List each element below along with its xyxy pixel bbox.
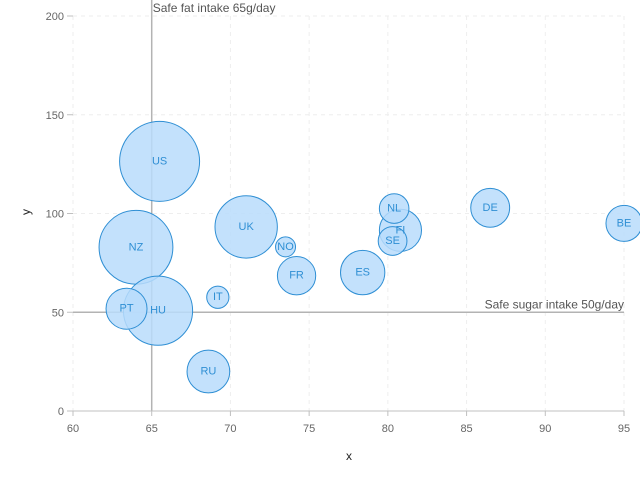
bubble-uk bbox=[214, 195, 278, 259]
x-tick-label: 65 bbox=[146, 423, 158, 435]
bubble-label-pt: PT bbox=[119, 303, 133, 315]
bubble-label-nl: NL bbox=[387, 203, 401, 215]
x-tick-label: 70 bbox=[224, 423, 236, 435]
x-tick-label: 90 bbox=[539, 423, 551, 435]
bubble-it bbox=[206, 285, 230, 309]
bubble-label-se: SE bbox=[385, 235, 400, 247]
x-tick-label: 80 bbox=[382, 423, 394, 435]
bubble-de bbox=[470, 187, 511, 228]
bubble-ru bbox=[186, 349, 231, 394]
y-tick-label: 0 bbox=[58, 406, 64, 418]
bubble-nl bbox=[378, 193, 410, 224]
bubble-no bbox=[275, 236, 297, 258]
bubble-label-ru: RU bbox=[200, 366, 216, 378]
grid-lines bbox=[72, 15, 625, 412]
bubble-label-es: ES bbox=[355, 267, 370, 279]
y-tick-label: 100 bbox=[46, 209, 64, 221]
y-tick-label: 50 bbox=[52, 307, 64, 319]
bubble-pt bbox=[105, 287, 148, 330]
bubbles: US NZ HU UK ES RU FI PT DE FR BE NL SE IT NO bbox=[98, 120, 640, 394]
bubble-label-fi: FI bbox=[396, 224, 406, 236]
x-tick-label: 60 bbox=[67, 423, 79, 435]
x-tick-label: 85 bbox=[460, 423, 472, 435]
bubble-label-uk: UK bbox=[239, 221, 255, 233]
sugar-intake-label: Safe sugar intake 50g/day bbox=[485, 297, 624, 311]
plot-lines: Safe fat intake 65g/day Safe sugar intake… bbox=[73, 0, 624, 411]
x-tick-label: 95 bbox=[618, 423, 630, 435]
bubble-fr bbox=[276, 256, 317, 296]
y-axis-title: y bbox=[19, 209, 33, 215]
bubble-be bbox=[605, 204, 640, 242]
bubble-label-be: BE bbox=[617, 217, 632, 229]
y-tick-label: 150 bbox=[46, 110, 64, 122]
bubble-label-no: NO bbox=[277, 241, 294, 253]
bubble-label-hu: HU bbox=[150, 305, 166, 317]
bubble-label-nz: NZ bbox=[129, 241, 144, 253]
fat-intake-label: Safe fat intake 65g/day bbox=[153, 1, 276, 15]
axes: 60 65 70 75 80 85 90 95 0 50 100 150 200 bbox=[46, 11, 630, 435]
bubble-label-us: US bbox=[152, 155, 167, 167]
bubble-se bbox=[377, 226, 408, 256]
bubble-label-de: DE bbox=[483, 202, 498, 214]
y-tick-label: 200 bbox=[46, 11, 64, 23]
bubble-us bbox=[119, 120, 201, 202]
bubble-label-it: IT bbox=[213, 291, 223, 303]
bubble-label-fr: FR bbox=[289, 270, 304, 282]
x-tick-label: 75 bbox=[303, 423, 315, 435]
x-axis-title: x bbox=[346, 449, 352, 463]
bubble-es bbox=[340, 249, 386, 296]
